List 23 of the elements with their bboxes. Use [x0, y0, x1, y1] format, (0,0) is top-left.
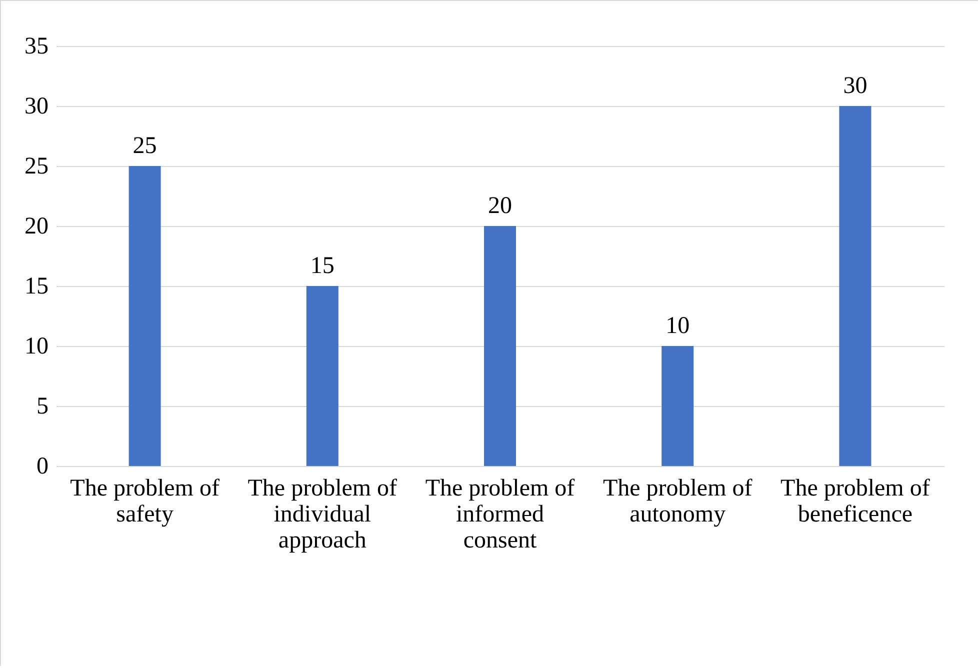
bar: [839, 106, 872, 466]
data-label: 25: [132, 133, 157, 159]
y-tick-label: 30: [24, 94, 48, 120]
y-tick-label: 0: [36, 454, 48, 480]
bar: [484, 226, 516, 466]
bar: [306, 286, 338, 466]
y-tick-label: 5: [36, 394, 48, 420]
y-tick-label: 20: [24, 214, 48, 240]
x-tick-label: The problem of autonomy: [602, 476, 752, 528]
y-tick-label: 10: [24, 334, 48, 360]
bar: [128, 166, 161, 466]
y-tick-label: 15: [24, 274, 48, 300]
data-label: 20: [488, 193, 512, 219]
data-label: 15: [310, 253, 334, 279]
bar: [662, 346, 694, 466]
y-tick-label: 25: [24, 154, 48, 180]
x-tick-label: The problem of individual approach: [248, 476, 398, 554]
data-label: 10: [666, 313, 690, 339]
x-tick-label: The problem of safety: [70, 476, 220, 528]
x-tick-label: The problem of beneficence: [780, 476, 930, 528]
x-tick-label: The problem of informed consent: [425, 476, 575, 554]
y-tick-label: 35: [24, 34, 48, 60]
data-label: 30: [843, 73, 868, 99]
